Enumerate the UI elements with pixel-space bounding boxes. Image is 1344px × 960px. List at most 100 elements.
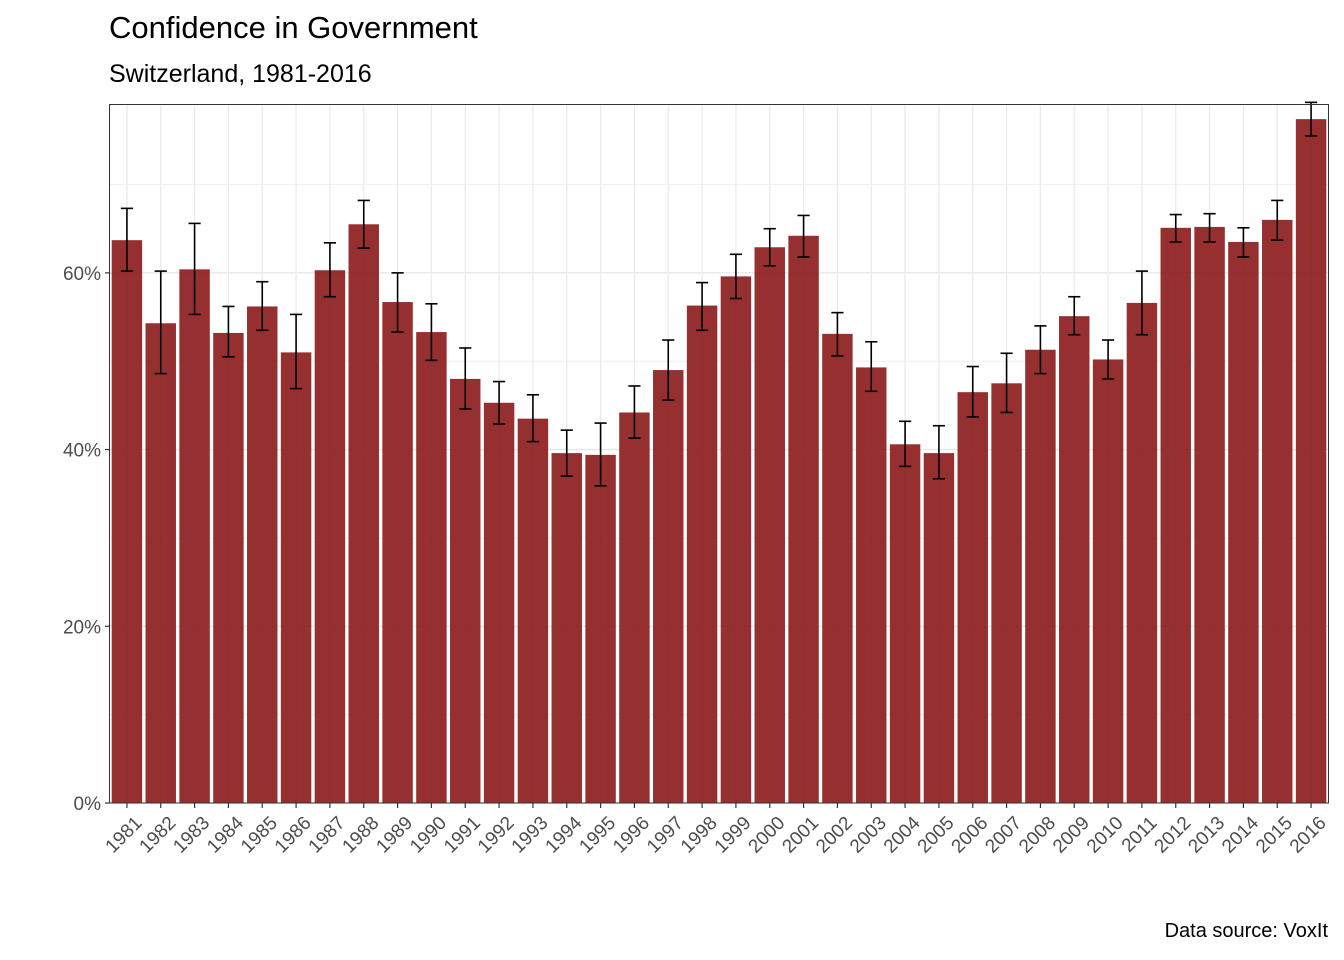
error-bar-2013 bbox=[1203, 212, 1216, 243]
x-tick-label: 1999 bbox=[711, 813, 756, 858]
x-tick-label: 1983 bbox=[169, 813, 214, 858]
bar-1987 bbox=[314, 270, 346, 803]
x-tick-label: 2010 bbox=[1083, 813, 1128, 858]
error-bar-1988 bbox=[357, 199, 370, 249]
bar-2006 bbox=[957, 392, 988, 803]
y-tick-label: 40% bbox=[63, 441, 101, 462]
error-bar-1989 bbox=[391, 272, 404, 333]
error-bar-2014 bbox=[1237, 227, 1250, 258]
error-bar-1993 bbox=[526, 394, 540, 443]
bar-2016 bbox=[1295, 119, 1327, 803]
bar-1999 bbox=[720, 276, 752, 803]
error-bar-1981 bbox=[120, 207, 134, 272]
x-tick-label: 1997 bbox=[643, 813, 688, 858]
data-source-caption: Data source: VoxIt bbox=[1164, 920, 1328, 942]
bar-1993 bbox=[517, 418, 549, 803]
error-bar-2015 bbox=[1271, 199, 1284, 241]
bar-1982 bbox=[145, 323, 176, 803]
error-bar-1986 bbox=[289, 313, 303, 390]
y-tick-label: 0% bbox=[74, 794, 102, 815]
bar-1991 bbox=[450, 378, 481, 803]
bar-2012 bbox=[1160, 227, 1191, 804]
bar-1996 bbox=[619, 412, 650, 803]
bar-2007 bbox=[991, 383, 1022, 803]
error-bar-1998 bbox=[695, 281, 709, 332]
error-bar-2007 bbox=[1000, 352, 1013, 414]
bar-2008 bbox=[1025, 349, 1056, 803]
error-bar-2011 bbox=[1135, 270, 1149, 336]
bar-1994 bbox=[551, 453, 582, 803]
bar-2014 bbox=[1228, 241, 1259, 804]
x-tick-label: 2016 bbox=[1286, 813, 1331, 858]
bar-1988 bbox=[348, 224, 379, 803]
error-bar-1992 bbox=[492, 380, 506, 425]
x-tick-label: 2008 bbox=[1015, 813, 1060, 858]
error-bar-1991 bbox=[459, 347, 472, 410]
bar-2001 bbox=[788, 235, 819, 804]
x-tick-label: 2001 bbox=[778, 813, 823, 858]
x-tick-label: 2004 bbox=[880, 812, 925, 857]
chart-subtitle: Switzerland, 1981-2016 bbox=[109, 60, 372, 88]
error-bar-2010 bbox=[1101, 339, 1115, 380]
error-bar-2012 bbox=[1169, 213, 1182, 243]
bar-2005 bbox=[923, 453, 955, 803]
x-tick-label: 2015 bbox=[1252, 813, 1297, 858]
error-bar-2009 bbox=[1068, 295, 1081, 336]
error-bar-1997 bbox=[662, 339, 675, 401]
bar-2011 bbox=[1126, 302, 1158, 803]
error-bar-1984 bbox=[222, 305, 235, 358]
x-tick-label: 1982 bbox=[136, 813, 181, 858]
x-tick-label: 1996 bbox=[609, 813, 654, 858]
x-tick-label: 2003 bbox=[846, 813, 891, 858]
x-tick-label: 2002 bbox=[812, 813, 857, 858]
error-bar-1987 bbox=[323, 242, 337, 298]
chart-title: Confidence in Government bbox=[109, 10, 478, 45]
bar-2003 bbox=[856, 367, 887, 803]
error-bar-2004 bbox=[898, 420, 912, 468]
error-bar-2005 bbox=[932, 424, 946, 480]
error-bar-1994 bbox=[560, 429, 573, 477]
x-tick-label: 2007 bbox=[981, 813, 1026, 858]
bar-1981 bbox=[111, 240, 143, 804]
bars bbox=[111, 119, 1327, 804]
x-tick-label: 1994 bbox=[542, 812, 587, 857]
bar-2013 bbox=[1194, 226, 1225, 804]
bar-2010 bbox=[1092, 359, 1124, 803]
bar-1984 bbox=[213, 332, 244, 803]
x-tick-label: 2014 bbox=[1218, 812, 1263, 857]
error-bar-2001 bbox=[797, 214, 810, 258]
error-bar-1999 bbox=[729, 253, 743, 300]
x-tick-label: 2013 bbox=[1184, 813, 1229, 858]
x-tick-label: 1993 bbox=[508, 813, 553, 858]
error-bar-1985 bbox=[256, 280, 269, 332]
error-bar-2000 bbox=[763, 227, 776, 267]
x-tick-label: 2006 bbox=[948, 813, 993, 858]
error-bar-2006 bbox=[966, 365, 979, 418]
x-tick-label: 2000 bbox=[745, 813, 790, 858]
error-bar-2002 bbox=[831, 311, 844, 357]
x-tick-label: 1998 bbox=[677, 813, 722, 858]
bar-1992 bbox=[483, 402, 515, 803]
error-bar-2003 bbox=[865, 340, 878, 393]
error-bar-1983 bbox=[188, 222, 201, 316]
bar-2004 bbox=[889, 444, 921, 803]
x-tick-label: 1991 bbox=[440, 813, 485, 858]
x-tick-label: 1981 bbox=[102, 813, 147, 858]
bar-2015 bbox=[1262, 219, 1293, 803]
error-bar-2016 bbox=[1304, 101, 1318, 137]
bar-2000 bbox=[754, 247, 785, 804]
bar-1990 bbox=[416, 332, 447, 803]
error-bars bbox=[120, 101, 1318, 487]
bar-1983 bbox=[179, 269, 210, 803]
x-tick-label: 1986 bbox=[271, 813, 316, 858]
bar-1989 bbox=[382, 302, 413, 803]
x-tick-label: 2005 bbox=[914, 813, 959, 858]
x-tick-label: 2012 bbox=[1151, 813, 1196, 858]
x-tick-label: 1989 bbox=[372, 813, 417, 858]
bar-2002 bbox=[822, 333, 853, 803]
x-tick-label: 1995 bbox=[575, 813, 620, 858]
y-tick-label: 20% bbox=[63, 617, 101, 638]
error-bar-1995 bbox=[594, 422, 607, 487]
error-bar-1982 bbox=[154, 270, 167, 375]
